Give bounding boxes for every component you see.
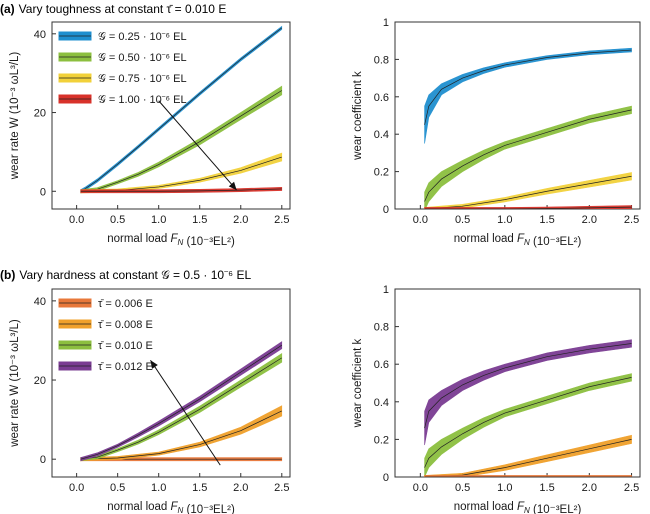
trend-arrow-head xyxy=(228,181,237,191)
x-tick-label: 2.5 xyxy=(274,482,289,494)
y-tick-label: 0.4 xyxy=(374,397,389,409)
y-tick-label: 0.6 xyxy=(374,359,389,371)
plot-area xyxy=(424,47,632,209)
y-tick-label: 1 xyxy=(383,17,389,29)
y-tick-label: 0 xyxy=(40,454,46,466)
series-band xyxy=(424,172,632,209)
series-line xyxy=(424,206,632,209)
series-band xyxy=(80,352,283,462)
y-tick-label: 0 xyxy=(40,186,46,198)
plot-area xyxy=(80,25,283,194)
chart-a-wear-coefficient: 0.0 0.5 1.0 1.5 2.0 2.5 0 0.2 0.4 0.6 0.8 1 normal l… xyxy=(352,17,641,248)
x-tick-label: 2.0 xyxy=(582,214,597,226)
series-line xyxy=(80,344,282,460)
series-band xyxy=(80,405,283,462)
plot-area xyxy=(80,341,283,462)
y-axis-label: wear rate W (10⁻³ ωL³/L) xyxy=(9,52,21,181)
y-tick-label: 1 xyxy=(383,284,389,296)
y-tick-label: 0.6 xyxy=(374,92,389,104)
x-tick-label: 1.5 xyxy=(192,482,207,494)
x-tick-label: 1.0 xyxy=(497,214,512,226)
x-tick-label: 0.5 xyxy=(110,482,125,494)
x-tick-label: 0.5 xyxy=(110,214,125,226)
plot-frame xyxy=(51,21,291,210)
series-band xyxy=(424,47,632,144)
x-axis-label: normal load FN (10⁻³EL²) xyxy=(454,501,582,514)
series-line xyxy=(80,27,283,192)
x-axis-label: normal load FN (10⁻³EL²) xyxy=(107,501,235,514)
x-tick-label: 0.0 xyxy=(413,482,428,494)
legend-label: 𝒢 = 1.00 · 10⁻⁶ EL xyxy=(98,94,187,106)
x-tick-label: 0.5 xyxy=(455,214,470,226)
legend-label: 𝒢 = 0.50 · 10⁻⁶ EL xyxy=(98,52,187,64)
series-line xyxy=(424,49,632,125)
legend-label: 𝒢 = 0.25 · 10⁻⁶ EL xyxy=(98,31,187,43)
series-line xyxy=(80,90,282,192)
y-axis-label: wear coefficient k xyxy=(352,71,364,161)
x-tick-label: 2.5 xyxy=(624,482,639,494)
legend-label: τ̄ = 0.008 E xyxy=(98,319,153,331)
x-axis-label: normal load FN (10⁻³EL²) xyxy=(454,233,582,248)
x-tick-label: 1.5 xyxy=(192,214,207,226)
x-tick-label: 0.0 xyxy=(69,482,84,494)
x-tick-label: 1.0 xyxy=(151,214,166,226)
series-line xyxy=(80,188,282,192)
series-band xyxy=(424,105,632,209)
x-tick-label: 1.0 xyxy=(151,482,166,494)
legend-label: 𝒢 = 0.75 · 10⁻⁶ EL xyxy=(98,73,187,85)
legend-label: τ̄ = 0.012 E xyxy=(98,361,153,373)
trend-arrow xyxy=(158,100,238,191)
series-band xyxy=(80,85,283,194)
series-line xyxy=(424,175,632,209)
y-axis-label: wear coefficient k xyxy=(352,338,364,428)
chart-b-wear-coefficient: 0.0 0.5 1.0 1.5 2.0 2.5 0 0.2 0.4 0.6 0.8 1 normal l… xyxy=(352,284,641,514)
y-tick-label: 0 xyxy=(383,472,389,484)
series-line xyxy=(80,357,282,460)
y-tick-label: 0.8 xyxy=(374,322,389,334)
y-axis-label: wear rate W (10⁻³ ωL³/L) xyxy=(9,319,21,448)
panel-b-title: (b) Vary hardness at constant 𝒢 = 0.5 · 1… xyxy=(0,268,251,282)
series-band xyxy=(424,434,632,477)
chart-b-wear-rate: 0.0 0.5 1.0 1.5 2.0 2.5 0 20 40 normal load FN (1… xyxy=(9,288,291,514)
x-tick-label: 2.0 xyxy=(233,482,248,494)
y-tick-label: 0.2 xyxy=(374,167,389,179)
series-band xyxy=(424,339,632,446)
y-tick-label: 0.8 xyxy=(374,54,389,66)
trend-arrow xyxy=(150,359,221,466)
series-band xyxy=(424,475,632,477)
series-line xyxy=(80,410,282,460)
x-tick-label: 2.0 xyxy=(582,482,597,494)
y-tick-label: 0 xyxy=(383,204,389,216)
x-tick-label: 0.5 xyxy=(455,482,470,494)
series-line xyxy=(424,109,632,202)
x-axis-label: normal load FN (10⁻³EL²) xyxy=(107,233,235,248)
x-tick-label: 1.0 xyxy=(497,482,512,494)
series-band xyxy=(80,341,283,462)
x-tick-label: 2.5 xyxy=(624,214,639,226)
plot-area xyxy=(424,339,632,477)
y-tick-label: 40 xyxy=(34,29,46,41)
panel-a-title: (a) Vary toughness at constant τ̄ = 0.010… xyxy=(0,2,226,16)
series-band xyxy=(80,152,283,194)
x-tick-label: 1.5 xyxy=(539,482,554,494)
chart-a-wear-rate: 0.0 0.5 1.0 1.5 2.0 2.5 0 20 40 normal load FN (1… xyxy=(9,21,291,248)
y-tick-label: 20 xyxy=(34,375,46,387)
x-tick-label: 2.5 xyxy=(274,214,289,226)
y-tick-label: 0.4 xyxy=(374,129,389,141)
plot-frame xyxy=(51,288,291,478)
x-tick-label: 1.5 xyxy=(539,214,554,226)
y-tick-label: 20 xyxy=(34,108,46,120)
x-tick-label: 2.0 xyxy=(233,214,248,226)
legend-label: τ̄ = 0.006 E xyxy=(98,298,153,310)
series-line xyxy=(424,377,632,468)
series-band xyxy=(424,373,632,477)
legend-label: τ̄ = 0.010 E xyxy=(98,340,153,352)
x-tick-label: 0.0 xyxy=(69,214,84,226)
y-tick-label: 0.2 xyxy=(374,434,389,446)
x-tick-label: 0.0 xyxy=(413,214,428,226)
y-tick-label: 40 xyxy=(34,296,46,308)
trend-arrow-head xyxy=(150,360,158,369)
series-line xyxy=(424,343,632,429)
